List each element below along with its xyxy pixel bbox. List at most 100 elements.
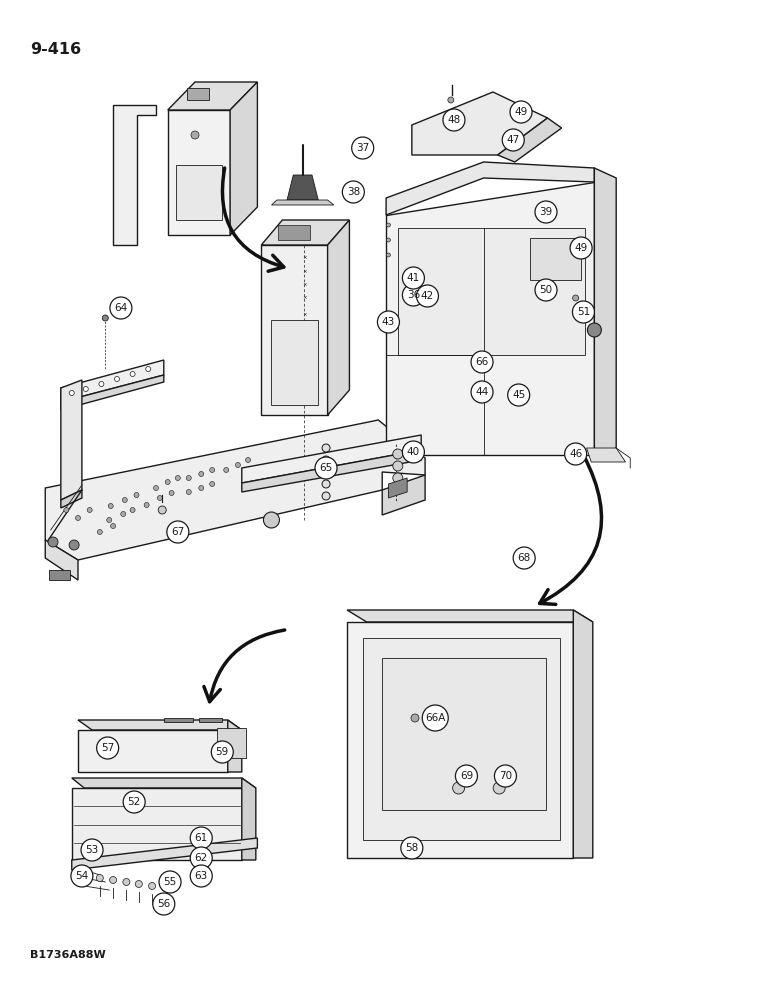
Polygon shape — [386, 182, 594, 455]
Circle shape — [402, 284, 424, 306]
Text: 45: 45 — [512, 390, 525, 400]
Circle shape — [107, 518, 112, 522]
Polygon shape — [287, 175, 318, 200]
Circle shape — [570, 237, 592, 259]
Text: 9-416: 9-416 — [30, 42, 81, 57]
Circle shape — [448, 97, 454, 103]
Circle shape — [98, 530, 102, 534]
Circle shape — [510, 101, 532, 123]
FancyArrowPatch shape — [222, 168, 284, 271]
Text: 38: 38 — [347, 187, 360, 197]
Circle shape — [149, 882, 155, 890]
Polygon shape — [530, 238, 581, 280]
Polygon shape — [347, 622, 573, 858]
Circle shape — [315, 457, 337, 479]
Text: 36: 36 — [407, 290, 420, 300]
Circle shape — [199, 486, 204, 490]
Circle shape — [102, 315, 108, 321]
Circle shape — [159, 871, 181, 893]
Polygon shape — [398, 228, 585, 355]
Polygon shape — [271, 320, 318, 405]
Polygon shape — [72, 788, 242, 860]
Circle shape — [393, 461, 402, 471]
Circle shape — [322, 468, 330, 476]
Text: 53: 53 — [86, 845, 98, 855]
Text: 41: 41 — [407, 273, 420, 283]
Circle shape — [169, 490, 174, 495]
Circle shape — [236, 462, 240, 468]
Circle shape — [87, 508, 92, 512]
Polygon shape — [78, 720, 242, 730]
Text: 69: 69 — [460, 771, 473, 781]
Text: 56: 56 — [158, 899, 170, 909]
Circle shape — [199, 472, 204, 477]
Polygon shape — [382, 658, 546, 810]
Polygon shape — [61, 360, 164, 402]
Circle shape — [443, 109, 465, 131]
Polygon shape — [278, 225, 310, 240]
Circle shape — [115, 376, 119, 381]
Circle shape — [378, 311, 399, 333]
Circle shape — [386, 223, 391, 227]
Polygon shape — [261, 220, 349, 245]
Text: 65: 65 — [320, 463, 332, 473]
Circle shape — [64, 508, 69, 512]
Circle shape — [97, 737, 119, 759]
Circle shape — [167, 521, 189, 543]
Text: 51: 51 — [577, 307, 590, 317]
Text: ×: × — [302, 312, 307, 318]
Circle shape — [176, 476, 180, 481]
Polygon shape — [230, 82, 257, 235]
Circle shape — [123, 791, 145, 813]
Text: 47: 47 — [507, 135, 519, 145]
Text: 55: 55 — [164, 877, 176, 887]
Circle shape — [123, 879, 129, 886]
Circle shape — [71, 865, 93, 887]
Circle shape — [130, 508, 135, 512]
Circle shape — [190, 827, 212, 849]
Polygon shape — [242, 435, 421, 483]
Text: ×: × — [302, 282, 307, 288]
Polygon shape — [72, 778, 256, 788]
Text: 52: 52 — [128, 797, 140, 807]
Polygon shape — [45, 420, 425, 560]
Circle shape — [502, 129, 524, 151]
Circle shape — [264, 512, 279, 528]
Circle shape — [573, 301, 594, 323]
Text: 54: 54 — [76, 871, 88, 881]
Polygon shape — [271, 200, 334, 205]
Polygon shape — [594, 168, 616, 455]
Text: 70: 70 — [499, 771, 512, 781]
Circle shape — [162, 884, 168, 892]
Polygon shape — [217, 728, 246, 758]
Circle shape — [495, 765, 516, 787]
Text: ×: × — [302, 255, 307, 260]
Circle shape — [352, 137, 374, 159]
Polygon shape — [242, 450, 421, 492]
Polygon shape — [412, 92, 548, 155]
Text: 66: 66 — [476, 357, 488, 367]
Circle shape — [190, 847, 212, 869]
Circle shape — [186, 489, 191, 494]
Polygon shape — [168, 82, 257, 110]
Polygon shape — [388, 478, 407, 498]
FancyArrowPatch shape — [540, 455, 601, 604]
Circle shape — [211, 741, 233, 763]
Circle shape — [393, 473, 402, 483]
Polygon shape — [72, 838, 257, 870]
Circle shape — [69, 390, 74, 395]
Circle shape — [144, 502, 149, 508]
Text: 61: 61 — [195, 833, 207, 843]
Polygon shape — [49, 570, 70, 580]
Circle shape — [224, 468, 229, 473]
Circle shape — [210, 468, 215, 473]
Circle shape — [210, 482, 215, 487]
Text: 49: 49 — [515, 107, 527, 117]
Circle shape — [386, 238, 391, 242]
Text: 63: 63 — [195, 871, 207, 881]
Polygon shape — [261, 245, 328, 415]
Circle shape — [110, 876, 116, 884]
Polygon shape — [61, 490, 82, 508]
Circle shape — [322, 444, 330, 452]
Circle shape — [422, 705, 448, 731]
